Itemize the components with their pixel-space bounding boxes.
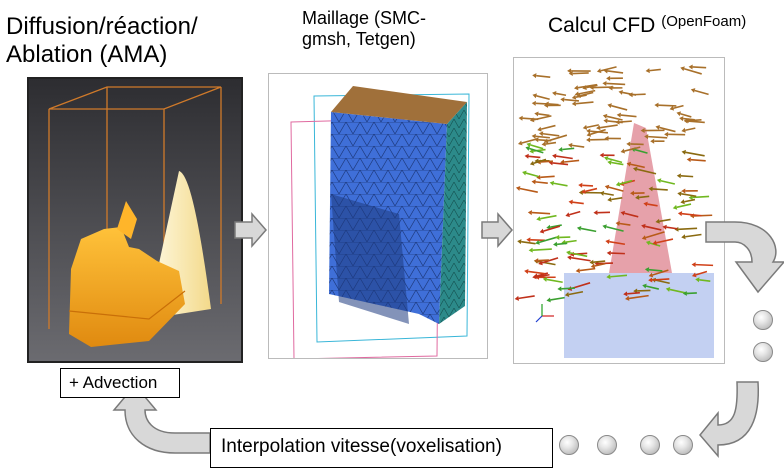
ellipsis-dot [559,435,579,455]
arrow-mesh-to-cfd [482,214,512,246]
interpolation-box: Interpolation vitesse(voxelisation) [210,428,553,468]
advection-label: + Advection [69,373,157,392]
ellipsis-dot [753,342,773,362]
arrow-curve-left [700,382,758,456]
interpolation-label: Interpolation vitesse(voxelisation) [221,436,502,457]
ellipsis-dot [753,310,773,330]
ellipsis-dot [673,435,693,455]
arrow-cfd-down [706,222,784,292]
ellipsis-dot [597,435,617,455]
advection-box: + Advection [60,368,180,398]
arrow-ablation-to-mesh [235,214,266,246]
ellipsis-dot [640,435,660,455]
